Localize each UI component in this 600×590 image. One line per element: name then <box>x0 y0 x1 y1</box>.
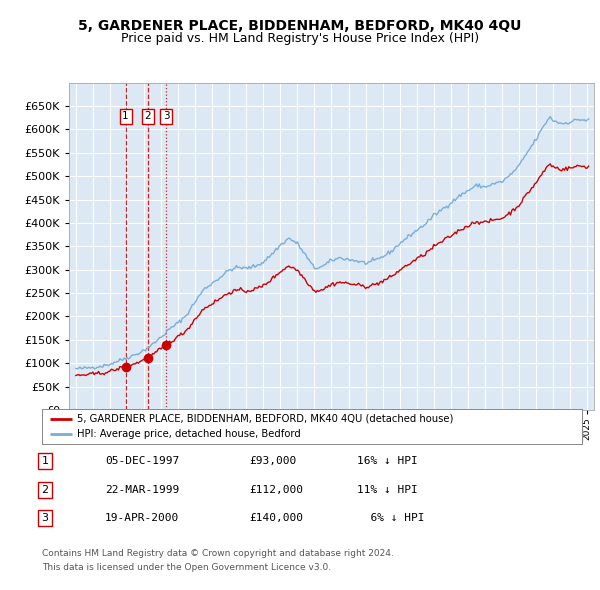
Text: This data is licensed under the Open Government Licence v3.0.: This data is licensed under the Open Gov… <box>42 563 331 572</box>
Text: 22-MAR-1999: 22-MAR-1999 <box>105 485 179 494</box>
Text: Price paid vs. HM Land Registry's House Price Index (HPI): Price paid vs. HM Land Registry's House … <box>121 32 479 45</box>
Text: 5, GARDENER PLACE, BIDDENHAM, BEDFORD, MK40 4QU: 5, GARDENER PLACE, BIDDENHAM, BEDFORD, M… <box>79 19 521 33</box>
Text: 1: 1 <box>122 112 129 122</box>
Text: £93,000: £93,000 <box>249 457 296 466</box>
Text: 1: 1 <box>41 457 49 466</box>
Text: 16% ↓ HPI: 16% ↓ HPI <box>357 457 418 466</box>
Text: 2: 2 <box>145 112 151 122</box>
Text: £112,000: £112,000 <box>249 485 303 494</box>
Text: HPI: Average price, detached house, Bedford: HPI: Average price, detached house, Bedf… <box>77 430 301 440</box>
Text: 5, GARDENER PLACE, BIDDENHAM, BEDFORD, MK40 4QU (detached house): 5, GARDENER PLACE, BIDDENHAM, BEDFORD, M… <box>77 414 454 424</box>
Text: £140,000: £140,000 <box>249 513 303 523</box>
Text: Contains HM Land Registry data © Crown copyright and database right 2024.: Contains HM Land Registry data © Crown c… <box>42 549 394 558</box>
Text: 19-APR-2000: 19-APR-2000 <box>105 513 179 523</box>
Text: 3: 3 <box>41 513 49 523</box>
Text: 6% ↓ HPI: 6% ↓ HPI <box>357 513 425 523</box>
Text: 3: 3 <box>163 112 169 122</box>
Text: 11% ↓ HPI: 11% ↓ HPI <box>357 485 418 494</box>
Text: 2: 2 <box>41 485 49 494</box>
Text: 05-DEC-1997: 05-DEC-1997 <box>105 457 179 466</box>
